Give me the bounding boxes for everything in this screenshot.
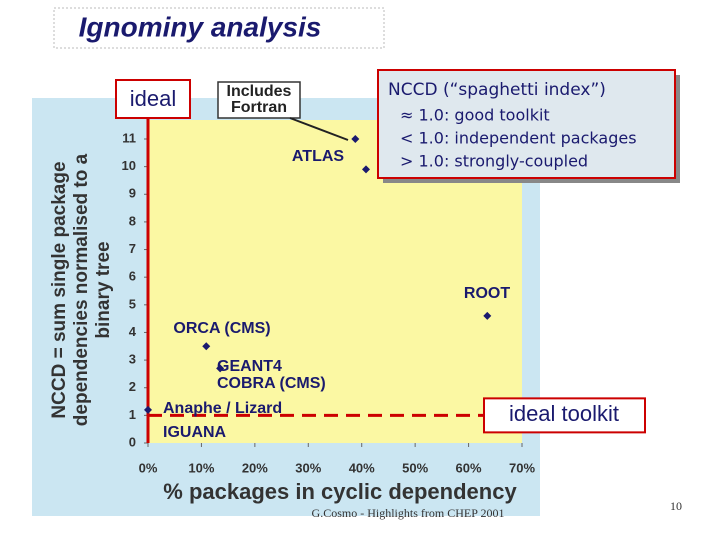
point-annotation: COBRA (CMS) [217,375,326,392]
point-annotation: ATLAS [292,148,344,165]
y-axis-title-line: binary tree [93,241,114,338]
y-tick-label: 8 [129,213,136,228]
data-point [216,364,225,373]
y-tick-label: 7 [129,241,136,256]
y-tick-label: 3 [129,352,136,367]
x-tick-label: 70% [509,460,535,475]
data-point [202,342,211,351]
point-annotation: Anaphe / Lizard [163,400,282,417]
point-annotation: ROOT [464,285,510,302]
data-point [483,311,492,320]
x-tick-label: 20% [242,460,268,475]
x-tick-label: 50% [402,460,428,475]
legend-line: NCCD (“spaghetti index”) [388,80,606,100]
slide-title: Ignominy analysis [79,11,322,42]
x-tick-label: 40% [349,460,375,475]
legend-box [377,69,676,179]
callout-arrow [289,117,349,141]
y-tick-label: 5 [129,296,136,311]
ideal-toolkit-label: ideal toolkit [509,401,619,426]
ideal-box [115,79,191,119]
ideal-toolkit-box [483,397,646,434]
y-axis-title-line: dependencies normalised to a [71,153,92,426]
callout-text: Includes [227,83,292,100]
plot: 0% 10% 20% 30% 40% 50% 60% 70% 0 1 2 3 4 5 6 7 8 9 10 11 ide… [122,118,646,475]
footer: G.Cosmo - Highlights from CHEP 2001 [312,506,505,520]
title-frame [53,7,385,49]
ideal-label: ideal [130,86,176,111]
y-tick-label: 1 [129,407,136,422]
x-tick-label: 0% [139,460,158,475]
legend-line: ≈ 1.0: good toolkit [400,106,550,125]
data-point [361,165,370,174]
point-annotation: ORCA (CMS) [173,320,270,337]
x-tick-label: 30% [295,460,321,475]
y-tick-label: 4 [129,324,137,339]
y-tick-label: 6 [129,269,136,284]
point-annotation: IGUANA [163,424,227,441]
callout-text: Fortran [231,99,287,116]
x-tick-label: 60% [456,460,482,475]
point-annotation: GEANT4 [217,358,282,375]
y-tick-label: 10 [122,158,136,173]
data-point [351,135,360,143]
legend-line: < 1.0: independent packages [400,129,637,148]
callout-box [217,81,301,119]
y-tick-label: 9 [129,186,136,201]
y-axis-title-line: NCCD = sum single package [49,161,70,418]
data-point [144,405,152,414]
y-tick-label: 11 [122,130,136,145]
y-tick-label: 0 [129,434,136,449]
y-axis-title: NCCD = sum single package dependencies n… [49,153,114,426]
x-axis-title: % packages in cyclic dependency [163,479,517,504]
page-number: 10 [670,499,682,513]
y-tick-label: 2 [129,379,136,394]
x-tick-label: 10% [188,460,214,475]
legend-line: > 1.0: strongly-coupled [400,152,588,171]
